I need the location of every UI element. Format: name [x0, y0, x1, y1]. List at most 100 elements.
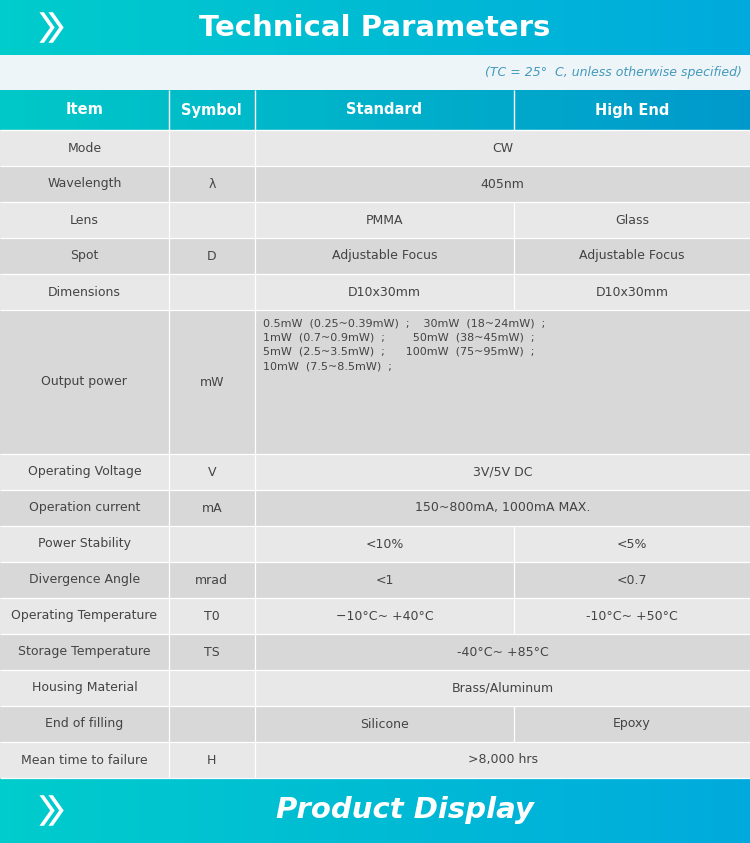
Bar	[712, 778, 726, 843]
Text: mW: mW	[200, 375, 224, 389]
Text: Standard: Standard	[346, 103, 422, 117]
Bar	[0, 562, 750, 598]
Bar	[712, 90, 726, 130]
Text: <5%: <5%	[616, 538, 647, 550]
Text: V: V	[208, 465, 216, 479]
Text: -10°C~ +50°C: -10°C~ +50°C	[586, 609, 678, 622]
Bar	[175, 90, 188, 130]
Text: Symbol: Symbol	[182, 103, 242, 117]
Bar	[287, 778, 301, 843]
Bar	[125, 778, 139, 843]
Bar	[700, 0, 713, 55]
Bar	[88, 0, 101, 55]
Bar	[500, 778, 514, 843]
Bar	[238, 90, 251, 130]
Bar	[212, 90, 226, 130]
Bar	[512, 90, 526, 130]
Text: Brass/Aluminum: Brass/Aluminum	[452, 681, 554, 695]
Bar	[313, 0, 326, 55]
Bar	[688, 90, 701, 130]
Bar	[325, 0, 338, 55]
Bar	[75, 90, 88, 130]
Bar	[613, 90, 626, 130]
Bar	[137, 778, 151, 843]
Bar	[562, 90, 576, 130]
Bar	[362, 90, 376, 130]
Bar	[488, 778, 501, 843]
Bar	[0, 90, 13, 130]
Bar	[163, 778, 176, 843]
Text: D10x30mm: D10x30mm	[596, 286, 668, 298]
Bar	[737, 90, 750, 130]
Bar	[212, 778, 226, 843]
Bar	[62, 0, 76, 55]
Polygon shape	[40, 795, 55, 826]
Text: D: D	[207, 250, 217, 262]
Bar	[13, 0, 26, 55]
Text: (TC = 25°  C, unless otherwise specified): (TC = 25° C, unless otherwise specified)	[485, 66, 742, 79]
Bar	[325, 778, 338, 843]
Bar	[450, 0, 464, 55]
Bar	[675, 0, 688, 55]
Text: Product Display: Product Display	[276, 797, 534, 824]
Bar	[675, 90, 688, 130]
Bar	[287, 0, 301, 55]
Text: Wavelength: Wavelength	[47, 178, 122, 191]
Text: <10%: <10%	[365, 538, 404, 550]
Bar	[512, 778, 526, 843]
Bar	[425, 778, 439, 843]
Bar	[300, 0, 313, 55]
Bar	[188, 778, 201, 843]
Text: −10°C~ +40°C: −10°C~ +40°C	[335, 609, 433, 622]
Bar	[550, 0, 563, 55]
Bar	[575, 90, 589, 130]
Bar	[488, 90, 501, 130]
Polygon shape	[49, 12, 64, 43]
Bar	[413, 90, 426, 130]
Bar	[413, 778, 426, 843]
Bar	[0, 130, 750, 166]
Bar	[388, 778, 401, 843]
Bar	[313, 778, 326, 843]
Text: Adjustable Focus: Adjustable Focus	[579, 250, 685, 262]
Bar	[250, 778, 263, 843]
Text: -40°C~ +85°C: -40°C~ +85°C	[457, 646, 548, 658]
Bar	[0, 454, 750, 490]
Bar	[100, 778, 113, 843]
Bar	[587, 778, 601, 843]
Bar	[587, 90, 601, 130]
Text: CW: CW	[492, 142, 513, 154]
Bar	[0, 490, 750, 526]
Bar	[525, 0, 538, 55]
Bar	[225, 0, 238, 55]
Bar	[188, 0, 201, 55]
Bar	[0, 274, 750, 310]
Text: mrad: mrad	[195, 573, 228, 587]
Text: Output power: Output power	[41, 375, 128, 389]
Text: >8,000 hrs: >8,000 hrs	[467, 754, 538, 766]
Text: Lens: Lens	[70, 213, 99, 227]
Bar	[688, 778, 701, 843]
Bar	[62, 90, 76, 130]
Bar	[650, 90, 664, 130]
Bar	[338, 90, 351, 130]
Bar	[238, 778, 251, 843]
Bar	[150, 778, 164, 843]
Bar	[0, 202, 750, 238]
Bar	[0, 310, 750, 454]
Bar	[250, 90, 263, 130]
Bar	[75, 778, 88, 843]
Bar	[125, 90, 139, 130]
Bar	[313, 90, 326, 130]
Bar	[437, 778, 451, 843]
Text: Power Stability: Power Stability	[38, 538, 130, 550]
Text: Storage Temperature: Storage Temperature	[18, 646, 151, 658]
Bar	[0, 526, 750, 562]
Bar	[200, 0, 214, 55]
Bar	[650, 0, 664, 55]
Bar	[700, 778, 713, 843]
Bar	[550, 778, 563, 843]
Bar	[125, 0, 139, 55]
Bar	[600, 0, 613, 55]
Bar	[13, 90, 26, 130]
